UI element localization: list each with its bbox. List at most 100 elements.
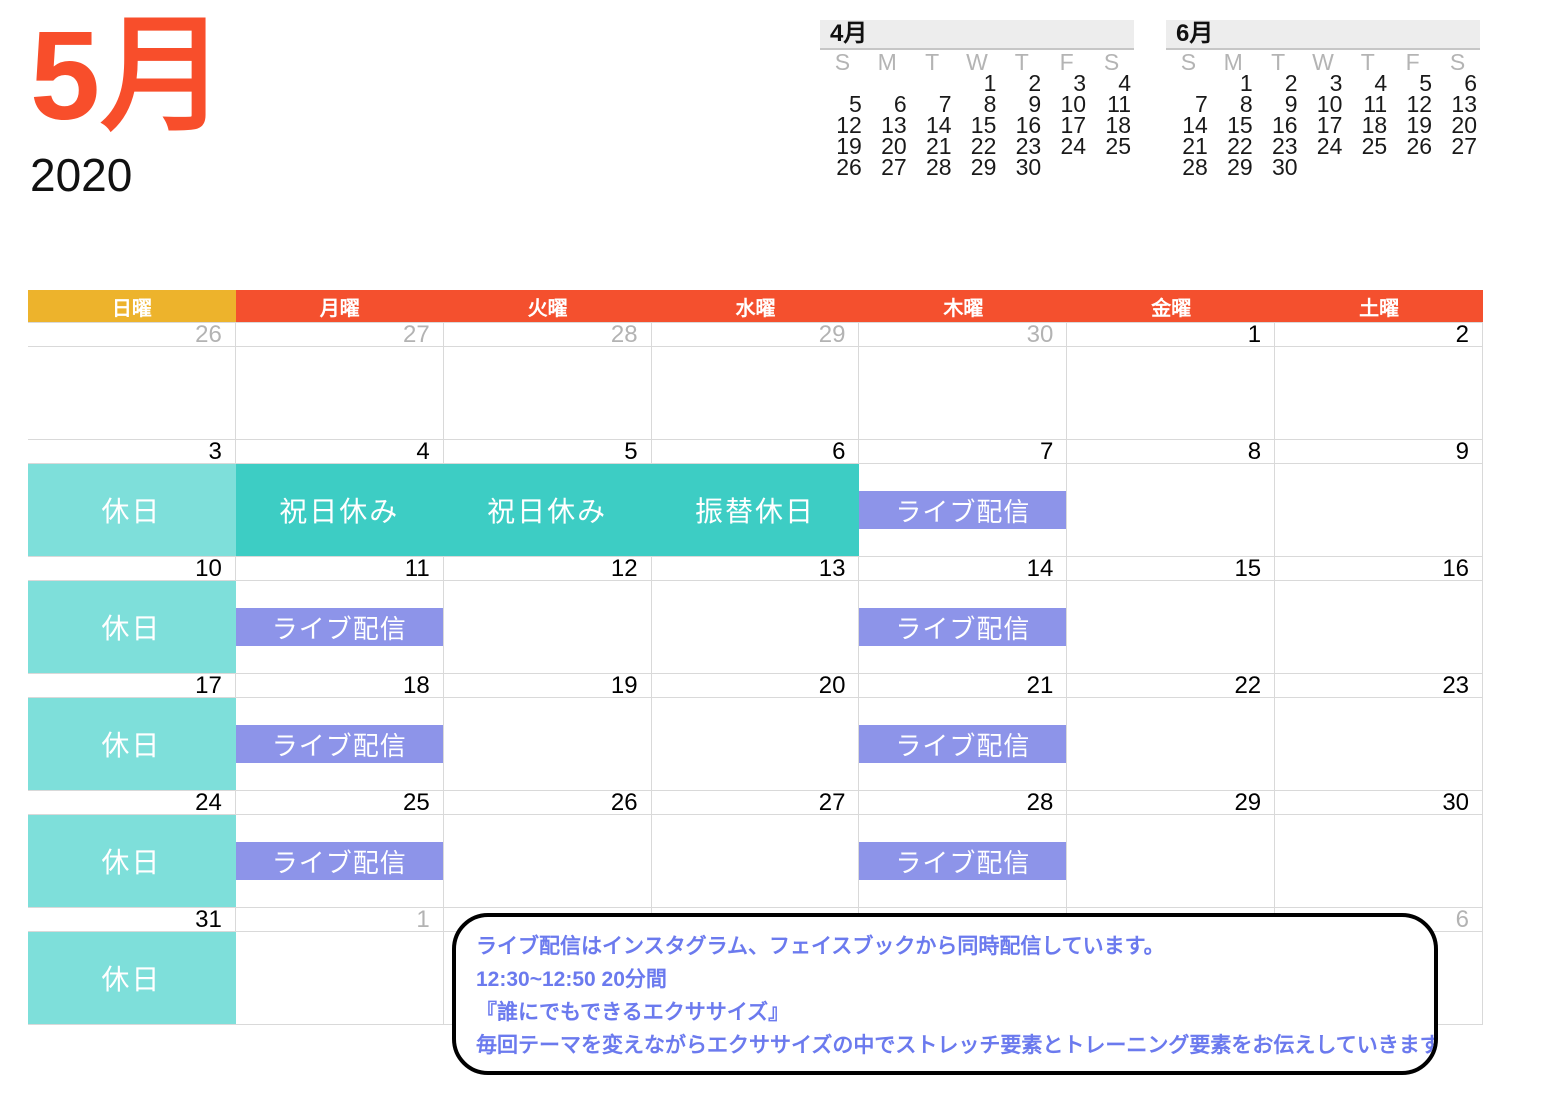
date-number[interactable]: 22: [1067, 674, 1276, 697]
day-cell[interactable]: [1275, 815, 1484, 907]
day-cell[interactable]: [444, 815, 652, 907]
date-number[interactable]: 21: [859, 674, 1068, 697]
date-number[interactable]: 30: [859, 323, 1068, 346]
day-cell[interactable]: ライブ配信: [859, 464, 1068, 556]
date-number[interactable]: 14: [859, 557, 1068, 580]
mini-day-cell: 11: [1363, 91, 1388, 117]
day-cell[interactable]: [652, 698, 860, 790]
date-number[interactable]: 9: [1275, 440, 1484, 463]
day-cell[interactable]: [652, 815, 860, 907]
week-row: 24 25 26 27 28 29 30 休日 ライブ配信 ライブ配信: [28, 790, 1484, 907]
date-number[interactable]: 6: [652, 440, 860, 463]
date-number[interactable]: 18: [236, 674, 444, 697]
date-number[interactable]: 26: [444, 791, 652, 814]
day-cell[interactable]: [236, 347, 444, 439]
day-cell[interactable]: [444, 581, 652, 673]
live-stream-event[interactable]: ライブ配信: [859, 842, 1067, 880]
day-cell[interactable]: ライブ配信: [235, 581, 444, 673]
live-stream-event[interactable]: ライブ配信: [859, 491, 1067, 529]
date-number[interactable]: 27: [236, 323, 444, 346]
day-cell[interactable]: [1067, 698, 1276, 790]
date-number[interactable]: 7: [859, 440, 1068, 463]
mini-day-cell: 3: [1329, 70, 1343, 96]
day-cell[interactable]: ライブ配信: [859, 581, 1068, 673]
holiday-event[interactable]: 振替休日: [651, 464, 860, 556]
date-number[interactable]: 31: [28, 908, 236, 931]
day-cell[interactable]: [1275, 932, 1484, 1024]
date-number[interactable]: 19: [444, 674, 652, 697]
year-title: 2020: [30, 149, 133, 202]
day-cell[interactable]: [28, 347, 236, 439]
mini-day-cell: 25: [1105, 133, 1131, 159]
date-number[interactable]: 17: [28, 674, 236, 697]
bubble-line: ライブ配信はインスタグラム、フェイスブックから同時配信しています。: [476, 935, 1165, 958]
mini-day-cell: 30: [1015, 154, 1042, 180]
date-number[interactable]: 1: [1067, 323, 1276, 346]
day-cell[interactable]: [444, 347, 652, 439]
day-cell[interactable]: [1067, 815, 1276, 907]
holiday-event[interactable]: 休日: [28, 464, 236, 556]
date-number[interactable]: 25: [236, 791, 444, 814]
day-cell[interactable]: [652, 347, 860, 439]
day-cell[interactable]: ライブ配信: [859, 698, 1068, 790]
day-cell[interactable]: [859, 347, 1068, 439]
date-number[interactable]: 16: [1275, 557, 1484, 580]
holiday-event[interactable]: 休日: [28, 698, 236, 790]
date-number[interactable]: 13: [652, 557, 860, 580]
day-header-cell: 木曜: [859, 290, 1068, 322]
date-number[interactable]: 10: [28, 557, 236, 580]
holiday-event[interactable]: 祝日休み: [235, 464, 444, 556]
live-stream-event[interactable]: ライブ配信: [859, 725, 1067, 763]
mini-day-cell: [1044, 157, 1089, 178]
date-number[interactable]: 4: [236, 440, 444, 463]
bubble-line: 12:30~12:50 20分間: [476, 968, 667, 991]
date-number[interactable]: 26: [28, 323, 236, 346]
live-stream-event[interactable]: ライブ配信: [235, 725, 443, 763]
day-cell[interactable]: [1067, 581, 1276, 673]
live-stream-event[interactable]: ライブ配信: [235, 608, 443, 646]
date-number[interactable]: 12: [444, 557, 652, 580]
day-cell[interactable]: [1275, 581, 1484, 673]
day-cell[interactable]: [1067, 464, 1276, 556]
day-cell[interactable]: [1275, 347, 1484, 439]
date-number[interactable]: 30: [1275, 791, 1484, 814]
mini-day-cell: 17: [1060, 112, 1087, 138]
date-number[interactable]: 27: [652, 791, 860, 814]
date-number[interactable]: 8: [1067, 440, 1276, 463]
day-cell[interactable]: [1275, 698, 1484, 790]
day-cell[interactable]: [1067, 347, 1276, 439]
date-number[interactable]: 2: [1275, 323, 1484, 346]
date-number[interactable]: 15: [1067, 557, 1276, 580]
date-number[interactable]: 5: [444, 440, 652, 463]
date-number[interactable]: 29: [652, 323, 860, 346]
date-number[interactable]: 29: [1067, 791, 1276, 814]
live-stream-event[interactable]: ライブ配信: [859, 608, 1067, 646]
holiday-event[interactable]: 休日: [28, 932, 236, 1024]
date-number[interactable]: 1: [236, 908, 444, 931]
mini-calendar-april: 4月 S M T W T F S 1 2 3 4 5 6 7 8 9 10 11 12 13 14 15 16 17 18 19 2…: [820, 20, 1134, 180]
day-cell[interactable]: [652, 581, 860, 673]
mini-day-cell: 10: [1060, 91, 1087, 117]
live-stream-event[interactable]: ライブ配信: [235, 842, 443, 880]
date-number[interactable]: 20: [652, 674, 860, 697]
day-cell[interactable]: ライブ配信: [235, 815, 444, 907]
date-number[interactable]: 3: [28, 440, 236, 463]
holiday-event[interactable]: 休日: [28, 581, 236, 673]
date-number[interactable]: 11: [236, 557, 444, 580]
date-number[interactable]: 28: [859, 791, 1068, 814]
day-cell[interactable]: ライブ配信: [859, 815, 1068, 907]
mini-day-cell: 6: [893, 91, 907, 117]
mini-day-cell: 14: [925, 112, 952, 138]
date-number[interactable]: 24: [28, 791, 236, 814]
date-number[interactable]: 6: [1275, 908, 1484, 931]
day-cell[interactable]: ライブ配信: [235, 698, 444, 790]
mini-calendar-title: 4月: [820, 20, 1134, 50]
day-cell[interactable]: [236, 932, 444, 1024]
date-number[interactable]: 28: [444, 323, 652, 346]
holiday-event[interactable]: 休日: [28, 815, 236, 907]
day-cell[interactable]: [444, 698, 652, 790]
date-number[interactable]: 23: [1275, 674, 1484, 697]
day-cell[interactable]: [1275, 464, 1484, 556]
holiday-event[interactable]: 祝日休み: [443, 464, 652, 556]
mini-weekday-letter: M: [877, 49, 897, 75]
